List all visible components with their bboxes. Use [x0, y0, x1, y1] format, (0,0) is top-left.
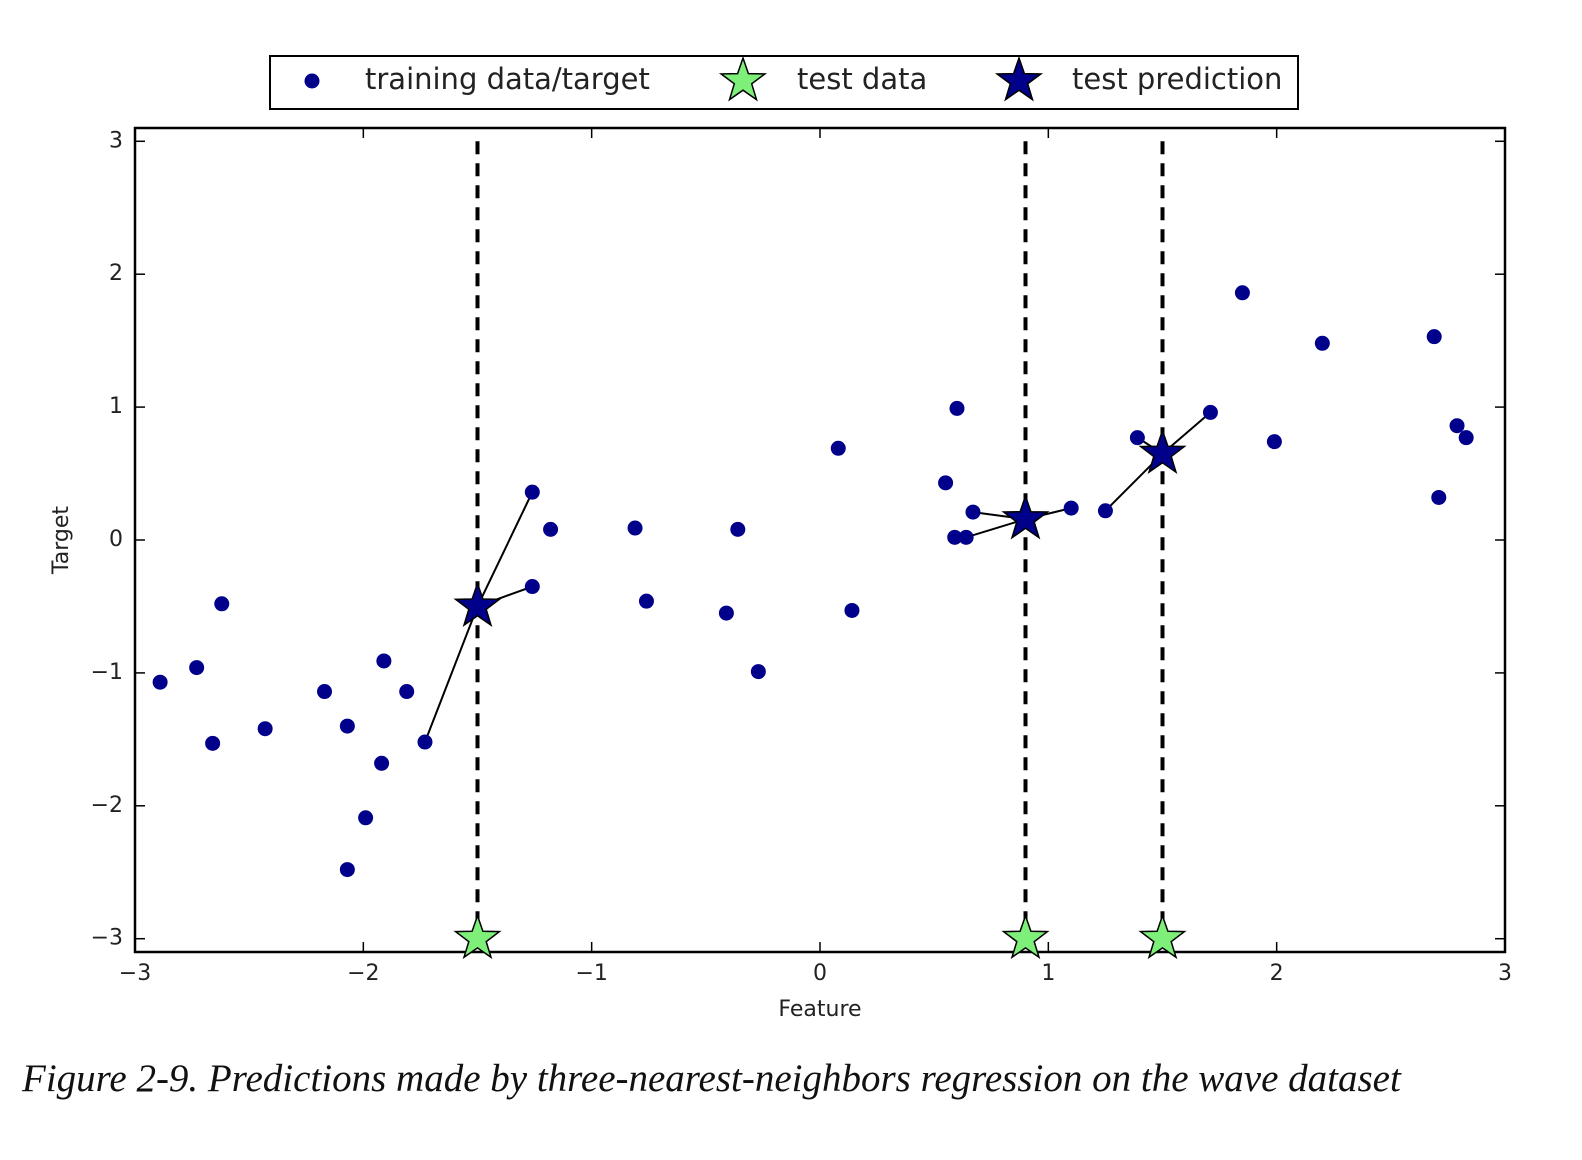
training-point — [947, 529, 963, 545]
training-point — [830, 440, 846, 456]
training-point — [949, 400, 965, 416]
x-axis-label: Feature — [778, 997, 861, 1022]
training-point — [1426, 329, 1442, 345]
training-point — [1449, 418, 1465, 434]
training-point — [417, 734, 433, 750]
y-tick-label: 1 — [109, 394, 123, 419]
training-point — [339, 862, 355, 878]
training-point — [718, 605, 734, 621]
y-tick-label: −3 — [91, 926, 123, 951]
x-tick-label: 2 — [1270, 961, 1284, 986]
prediction-star — [1001, 493, 1050, 540]
legend-box — [269, 55, 1299, 110]
training-point — [1234, 285, 1250, 301]
training-point — [1314, 335, 1330, 351]
legend-marker — [718, 55, 768, 102]
training-point — [1063, 500, 1079, 516]
training-point — [938, 475, 954, 491]
legend-marker — [304, 73, 320, 89]
x-tick-label: 0 — [813, 961, 827, 986]
training-point — [1431, 489, 1447, 505]
training-point — [543, 521, 559, 537]
training-point — [844, 602, 860, 618]
training-point — [627, 520, 643, 536]
training-point — [189, 660, 205, 676]
legend-label: training data/target — [365, 62, 650, 96]
test-data-star — [1001, 913, 1050, 960]
training-point — [152, 674, 168, 690]
legend-label: test prediction — [1072, 62, 1282, 96]
y-tick-label: 3 — [109, 128, 123, 153]
y-axis-label: Target — [49, 506, 74, 575]
training-point — [1097, 503, 1113, 519]
legend-label: test data — [797, 62, 927, 96]
test-data-star — [1138, 913, 1187, 960]
training-point — [524, 579, 540, 595]
x-tick-label: −3 — [119, 961, 151, 986]
training-point — [317, 684, 333, 700]
y-tick-label: 0 — [109, 527, 123, 552]
legend-marker — [994, 55, 1044, 102]
training-point — [399, 684, 415, 700]
training-point — [214, 596, 230, 612]
training-point — [339, 718, 355, 734]
x-tick-label: −2 — [347, 961, 379, 986]
training-point — [1266, 434, 1282, 450]
neighbor-line — [965, 518, 1026, 539]
training-point — [205, 735, 221, 751]
training-point — [730, 521, 746, 537]
training-point — [1129, 430, 1145, 446]
x-tick-label: −1 — [575, 961, 607, 986]
x-tick-label: 1 — [1041, 961, 1055, 986]
test-data-star — [453, 913, 502, 960]
training-point — [358, 810, 374, 826]
prediction-star — [453, 581, 502, 627]
training-point — [750, 664, 766, 680]
y-tick-label: 2 — [109, 261, 123, 286]
training-point — [1202, 404, 1218, 420]
training-point — [965, 504, 981, 520]
x-tick-label: 3 — [1498, 961, 1512, 986]
training-point — [376, 653, 392, 669]
neighbor-line — [424, 606, 479, 743]
prediction-star — [1138, 428, 1187, 475]
caption: Figure 2-9. Predictions made by three-ne… — [21, 1057, 1402, 1100]
training-point — [524, 484, 540, 500]
training-point — [638, 593, 654, 609]
training-point — [958, 529, 974, 545]
training-point — [374, 755, 390, 771]
y-tick-label: −1 — [91, 660, 123, 685]
neighbor-line — [476, 491, 534, 607]
training-point — [257, 721, 273, 737]
y-tick-label: −2 — [91, 793, 123, 818]
training-point — [1458, 430, 1474, 446]
